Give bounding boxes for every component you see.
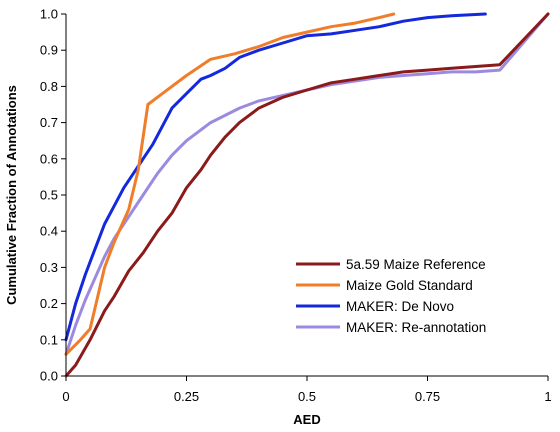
y-tick-label: 0.7 [40,115,58,130]
y-tick-label: 0.1 [40,332,58,347]
series-layer [64,12,550,378]
x-axis-ticks: 0 0.25 0.5 0.75 1 [62,376,552,404]
x-tick-label: 0.75 [415,389,440,404]
legend-label: 5a.59 Maize Reference [346,257,486,272]
legend-label: MAKER: De Novo [346,299,454,314]
series-line-maker-re-annotation [64,12,550,356]
legend: 5a.59 Maize Reference Maize Gold Standard… [296,257,486,335]
y-tick-label: 1.0 [40,7,58,22]
series-line-5a-59-maize-reference [64,12,550,378]
series-line-maker-de-novo [64,12,487,342]
series-line-maize-gold-standard [64,12,396,356]
y-axis-ticks: 0.0 0.1 0.2 0.3 0.4 0.5 0.6 0.7 0.8 0.9 1.0 [40,7,66,384]
y-tick-label: 0.3 [40,260,58,275]
y-tick-label: 0.8 [40,79,58,94]
y-tick-label: 0.0 [40,369,58,384]
x-tick-label: 0.25 [174,389,199,404]
y-tick-label: 0.4 [40,224,58,239]
y-axis-title: Cumulative Fraction of Annotations [4,85,19,305]
y-tick-label: 0.6 [40,151,58,166]
legend-label: Maize Gold Standard [346,278,473,293]
y-tick-label: 0.2 [40,296,58,311]
x-tick-label: 0.5 [298,389,316,404]
x-tick-label: 1 [544,389,551,404]
legend-label: MAKER: Re-annotation [346,320,486,335]
x-tick-label: 0 [62,389,69,404]
y-tick-label: 0.9 [40,43,58,58]
y-tick-label: 0.5 [40,188,58,203]
x-axis-title: AED [293,412,320,427]
